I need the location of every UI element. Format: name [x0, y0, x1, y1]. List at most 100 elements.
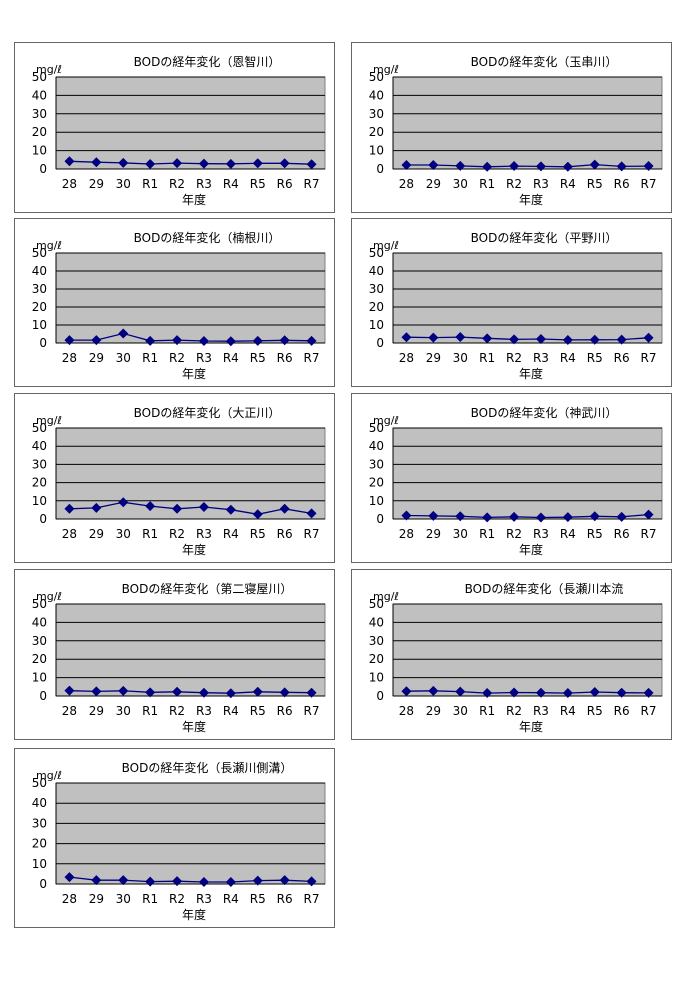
- plot-area: [55, 76, 326, 170]
- x-tick-label: R1: [142, 527, 158, 541]
- data-point-marker: [172, 686, 183, 697]
- chart-svg: BODの経年変化（玉串川） mg/ℓ 0 10 20 30 40 50 28 29 30 R1 R2 R3…: [369, 54, 663, 207]
- data-point-marker: [118, 157, 129, 168]
- y-tick-label: 0: [39, 336, 47, 350]
- data-point-marker: [279, 158, 290, 169]
- x-tick-label: 29: [89, 527, 104, 541]
- plot-area: [55, 252, 326, 344]
- data-point-marker: [64, 503, 75, 514]
- x-tick-label: 30: [453, 351, 468, 365]
- data-point-marker: [562, 161, 573, 172]
- y-tick-label: 30: [32, 816, 47, 830]
- x-tick-label: 30: [453, 527, 468, 541]
- plot-area: [55, 603, 326, 697]
- chart-title: BODの経年変化（長瀬川側溝）: [122, 760, 293, 775]
- y-tick-label: 40: [32, 264, 47, 278]
- x-tick-label: R6: [614, 527, 630, 541]
- data-point-marker: [643, 509, 654, 520]
- y-tick-label: 50: [369, 597, 384, 611]
- x-tick-label: R1: [479, 527, 495, 541]
- series-line: [69, 501, 312, 515]
- data-point-marker: [589, 159, 600, 170]
- data-point-marker: [589, 511, 600, 522]
- data-point-marker: [401, 332, 412, 343]
- x-tick-label: 29: [89, 704, 104, 718]
- y-tick-label: 20: [32, 300, 47, 314]
- y-tick-label: 40: [32, 88, 47, 102]
- x-tick-label: 30: [116, 177, 131, 191]
- chart-svg: BODの経年変化（恩智川） mg/ℓ 0 10 20 30 40 50 28 29 30 R1 R2 R3…: [32, 54, 326, 207]
- data-point-marker: [225, 336, 236, 347]
- y-axis-unit-label: mg/ℓ: [36, 239, 62, 252]
- x-tick-label: 29: [426, 177, 441, 191]
- data-point-marker: [455, 332, 466, 343]
- chart-svg: BODの経年変化（神武川） mg/ℓ 0 10 20 30 40 50 28 29 30 R1 R2 R3…: [369, 405, 663, 557]
- data-point-marker: [562, 334, 573, 345]
- y-tick-label: 0: [376, 512, 384, 526]
- y-axis-unit-label: mg/ℓ: [373, 590, 399, 603]
- data-point-marker: [279, 335, 290, 346]
- data-point-marker: [91, 875, 102, 886]
- data-point-marker: [252, 875, 263, 886]
- x-tick-label: R7: [304, 351, 320, 365]
- x-tick-label: R3: [533, 527, 549, 541]
- x-tick-label: 28: [399, 351, 414, 365]
- data-point-marker: [225, 158, 236, 169]
- plot-area: [392, 603, 663, 697]
- y-tick-label: 20: [369, 476, 384, 490]
- y-tick-label: 30: [369, 107, 384, 121]
- x-tick-label: R6: [277, 527, 293, 541]
- x-tick-label: R2: [169, 351, 185, 365]
- y-tick-label: 10: [32, 857, 47, 871]
- x-tick-label: 28: [62, 527, 77, 541]
- y-tick-label: 10: [369, 671, 384, 685]
- x-axis-label: 年度: [182, 366, 206, 381]
- x-axis-label: 年度: [182, 542, 206, 557]
- series-line: [406, 163, 649, 168]
- chart-title: BODの経年変化（恩智川）: [134, 54, 281, 69]
- data-point-marker: [643, 161, 654, 172]
- x-tick-label: R6: [614, 704, 630, 718]
- data-point-marker: [91, 686, 102, 697]
- data-point-marker: [401, 510, 412, 521]
- chart-panel-hirano-river: BODの経年変化（平野川） mg/ℓ 0 10 20 30 40 50 28 29 30 R1 R2 R3…: [351, 218, 672, 387]
- y-tick-label: 30: [32, 634, 47, 648]
- x-tick-label: R2: [169, 892, 185, 906]
- y-tick-label: 0: [39, 512, 47, 526]
- x-tick-label: R3: [196, 351, 212, 365]
- chart-svg: BODの経年変化（長瀬川本流 mg/ℓ 0 10 20 30 40 50 28 29 30 R1 R2 R…: [369, 581, 663, 734]
- data-point-marker: [643, 687, 654, 698]
- data-point-marker: [589, 686, 600, 697]
- y-tick-label: 30: [369, 282, 384, 296]
- x-axis-label: 年度: [182, 907, 206, 922]
- x-tick-label: R6: [277, 351, 293, 365]
- data-point-marker: [509, 334, 520, 345]
- data-point-marker: [252, 335, 263, 346]
- plot-area: [392, 427, 663, 520]
- x-tick-label: R3: [196, 177, 212, 191]
- x-tick-label: 29: [426, 527, 441, 541]
- x-axis-label: 年度: [519, 542, 543, 557]
- y-tick-label: 30: [32, 282, 47, 296]
- data-point-marker: [91, 502, 102, 513]
- y-axis-unit-label: mg/ℓ: [36, 63, 62, 76]
- y-tick-label: 50: [32, 246, 47, 260]
- data-point-marker: [145, 687, 156, 698]
- y-tick-label: 50: [369, 246, 384, 260]
- y-tick-label: 0: [376, 336, 384, 350]
- data-point-marker: [455, 686, 466, 697]
- x-tick-label: R3: [533, 177, 549, 191]
- y-tick-label: 10: [369, 494, 384, 508]
- x-tick-label: R1: [142, 704, 158, 718]
- data-point-marker: [198, 501, 209, 512]
- x-tick-label: R1: [479, 704, 495, 718]
- x-tick-label: R4: [560, 351, 576, 365]
- x-tick-label: 28: [399, 527, 414, 541]
- y-tick-label: 30: [32, 457, 47, 471]
- y-tick-label: 10: [369, 144, 384, 158]
- data-point-marker: [145, 501, 156, 512]
- data-point-marker: [535, 687, 546, 698]
- chart-title: BODの経年変化（長瀬川本流: [465, 581, 624, 596]
- chart-panel-onji-river: BODの経年変化（恩智川） mg/ℓ 0 10 20 30 40 50 28 29 30 R1 R2 R3…: [14, 42, 335, 213]
- data-point-marker: [279, 503, 290, 514]
